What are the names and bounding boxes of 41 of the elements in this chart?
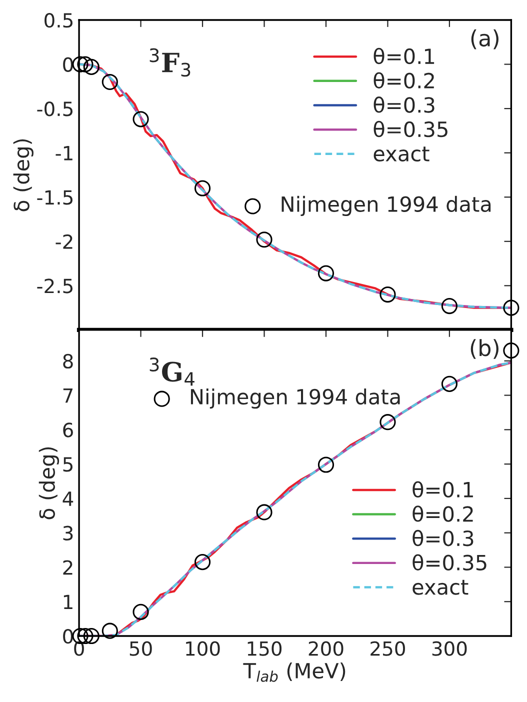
x-axis-title: T$_{lab}$ (MeV) bbox=[243, 662, 346, 682]
legend-label: θ=0.3 bbox=[412, 530, 474, 546]
y-tick-label: 4 bbox=[62, 492, 74, 506]
y-tick-label: 0 bbox=[63, 628, 73, 644]
y-tick-label: -1 bbox=[56, 146, 72, 160]
legend-label: θ=0.3 bbox=[374, 96, 434, 113]
y-tick-label: 5 bbox=[63, 457, 72, 472]
y-tick-label: 0.5 bbox=[44, 12, 72, 28]
y-tick-label: -2 bbox=[56, 234, 72, 249]
legend-label: exact bbox=[412, 580, 468, 595]
y-tick-label: 6 bbox=[63, 422, 73, 438]
y-tick-label: -1.5 bbox=[37, 190, 72, 205]
annotation: $^{3}$G$_{4}$ bbox=[150, 358, 194, 386]
legend-label: θ=0.35 bbox=[412, 554, 486, 571]
y-tick-label: 0 bbox=[63, 57, 73, 72]
annotation: (b) bbox=[470, 339, 498, 359]
y-tick-label: -0.5 bbox=[37, 102, 72, 116]
legend-label: θ=0.2 bbox=[374, 72, 434, 89]
legend-label: θ=0.1 bbox=[374, 48, 434, 64]
legend-label: θ=0.35 bbox=[374, 120, 448, 138]
annotation: $^{3}$F$_{3}$ bbox=[150, 48, 190, 77]
y-tick-label: 8 bbox=[63, 354, 73, 369]
legend-label: Nijmegen 1994 data bbox=[282, 196, 491, 216]
legend-label: exact bbox=[374, 146, 430, 162]
y-axis-title: δ (deg) bbox=[38, 447, 60, 520]
x-tick-label: 50 bbox=[130, 641, 152, 656]
y-tick-label: 7 bbox=[63, 388, 73, 403]
x-tick-label: 100 bbox=[186, 641, 220, 656]
y-tick-label: 2 bbox=[63, 560, 72, 575]
legend-label: Nijmegen 1994 data bbox=[190, 388, 400, 409]
annotation: (a) bbox=[471, 29, 498, 50]
y-tick-label: 1 bbox=[64, 594, 72, 610]
legend-label: θ=0.2 bbox=[412, 506, 473, 522]
y-tick-label: 3 bbox=[63, 526, 73, 541]
x-tick-label: 250 bbox=[370, 641, 405, 656]
legend-label: θ=0.1 bbox=[412, 481, 473, 498]
x-tick-label: 200 bbox=[308, 641, 344, 656]
x-tick-label: 150 bbox=[248, 641, 282, 656]
x-tick-label: 300 bbox=[432, 641, 467, 656]
y-axis-title: δ (deg) bbox=[13, 139, 34, 212]
y-tick-label: -2.5 bbox=[37, 278, 72, 294]
